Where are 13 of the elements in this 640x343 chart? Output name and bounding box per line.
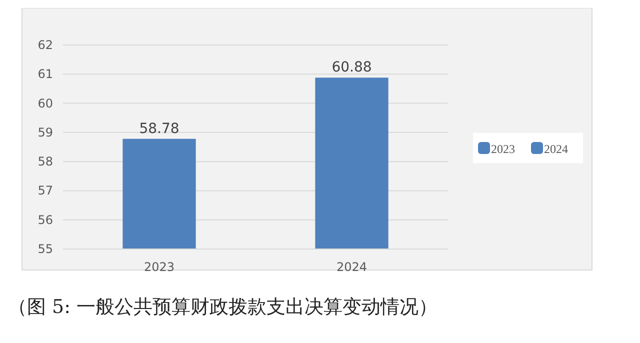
y-tick-label: 57 (38, 184, 53, 198)
y-tick-label: 59 (38, 125, 53, 140)
data-label: 58.78 (139, 120, 180, 137)
y-tick-label: 58 (38, 154, 53, 169)
text: （图 5: 一般公共预算财政拨款支出决算变动情况） (8, 296, 438, 318)
y-tick-label: 62 (38, 38, 53, 52)
legend-label: 2024 (544, 142, 568, 156)
data-label: 60.88 (332, 60, 372, 76)
y-tick-label: 60 (38, 96, 53, 110)
y-tick-label: 56 (38, 212, 53, 227)
y-tick-label: 61 (38, 67, 53, 82)
legend-label: 2023 (491, 142, 515, 156)
y-tick-label: 55 (38, 242, 53, 256)
